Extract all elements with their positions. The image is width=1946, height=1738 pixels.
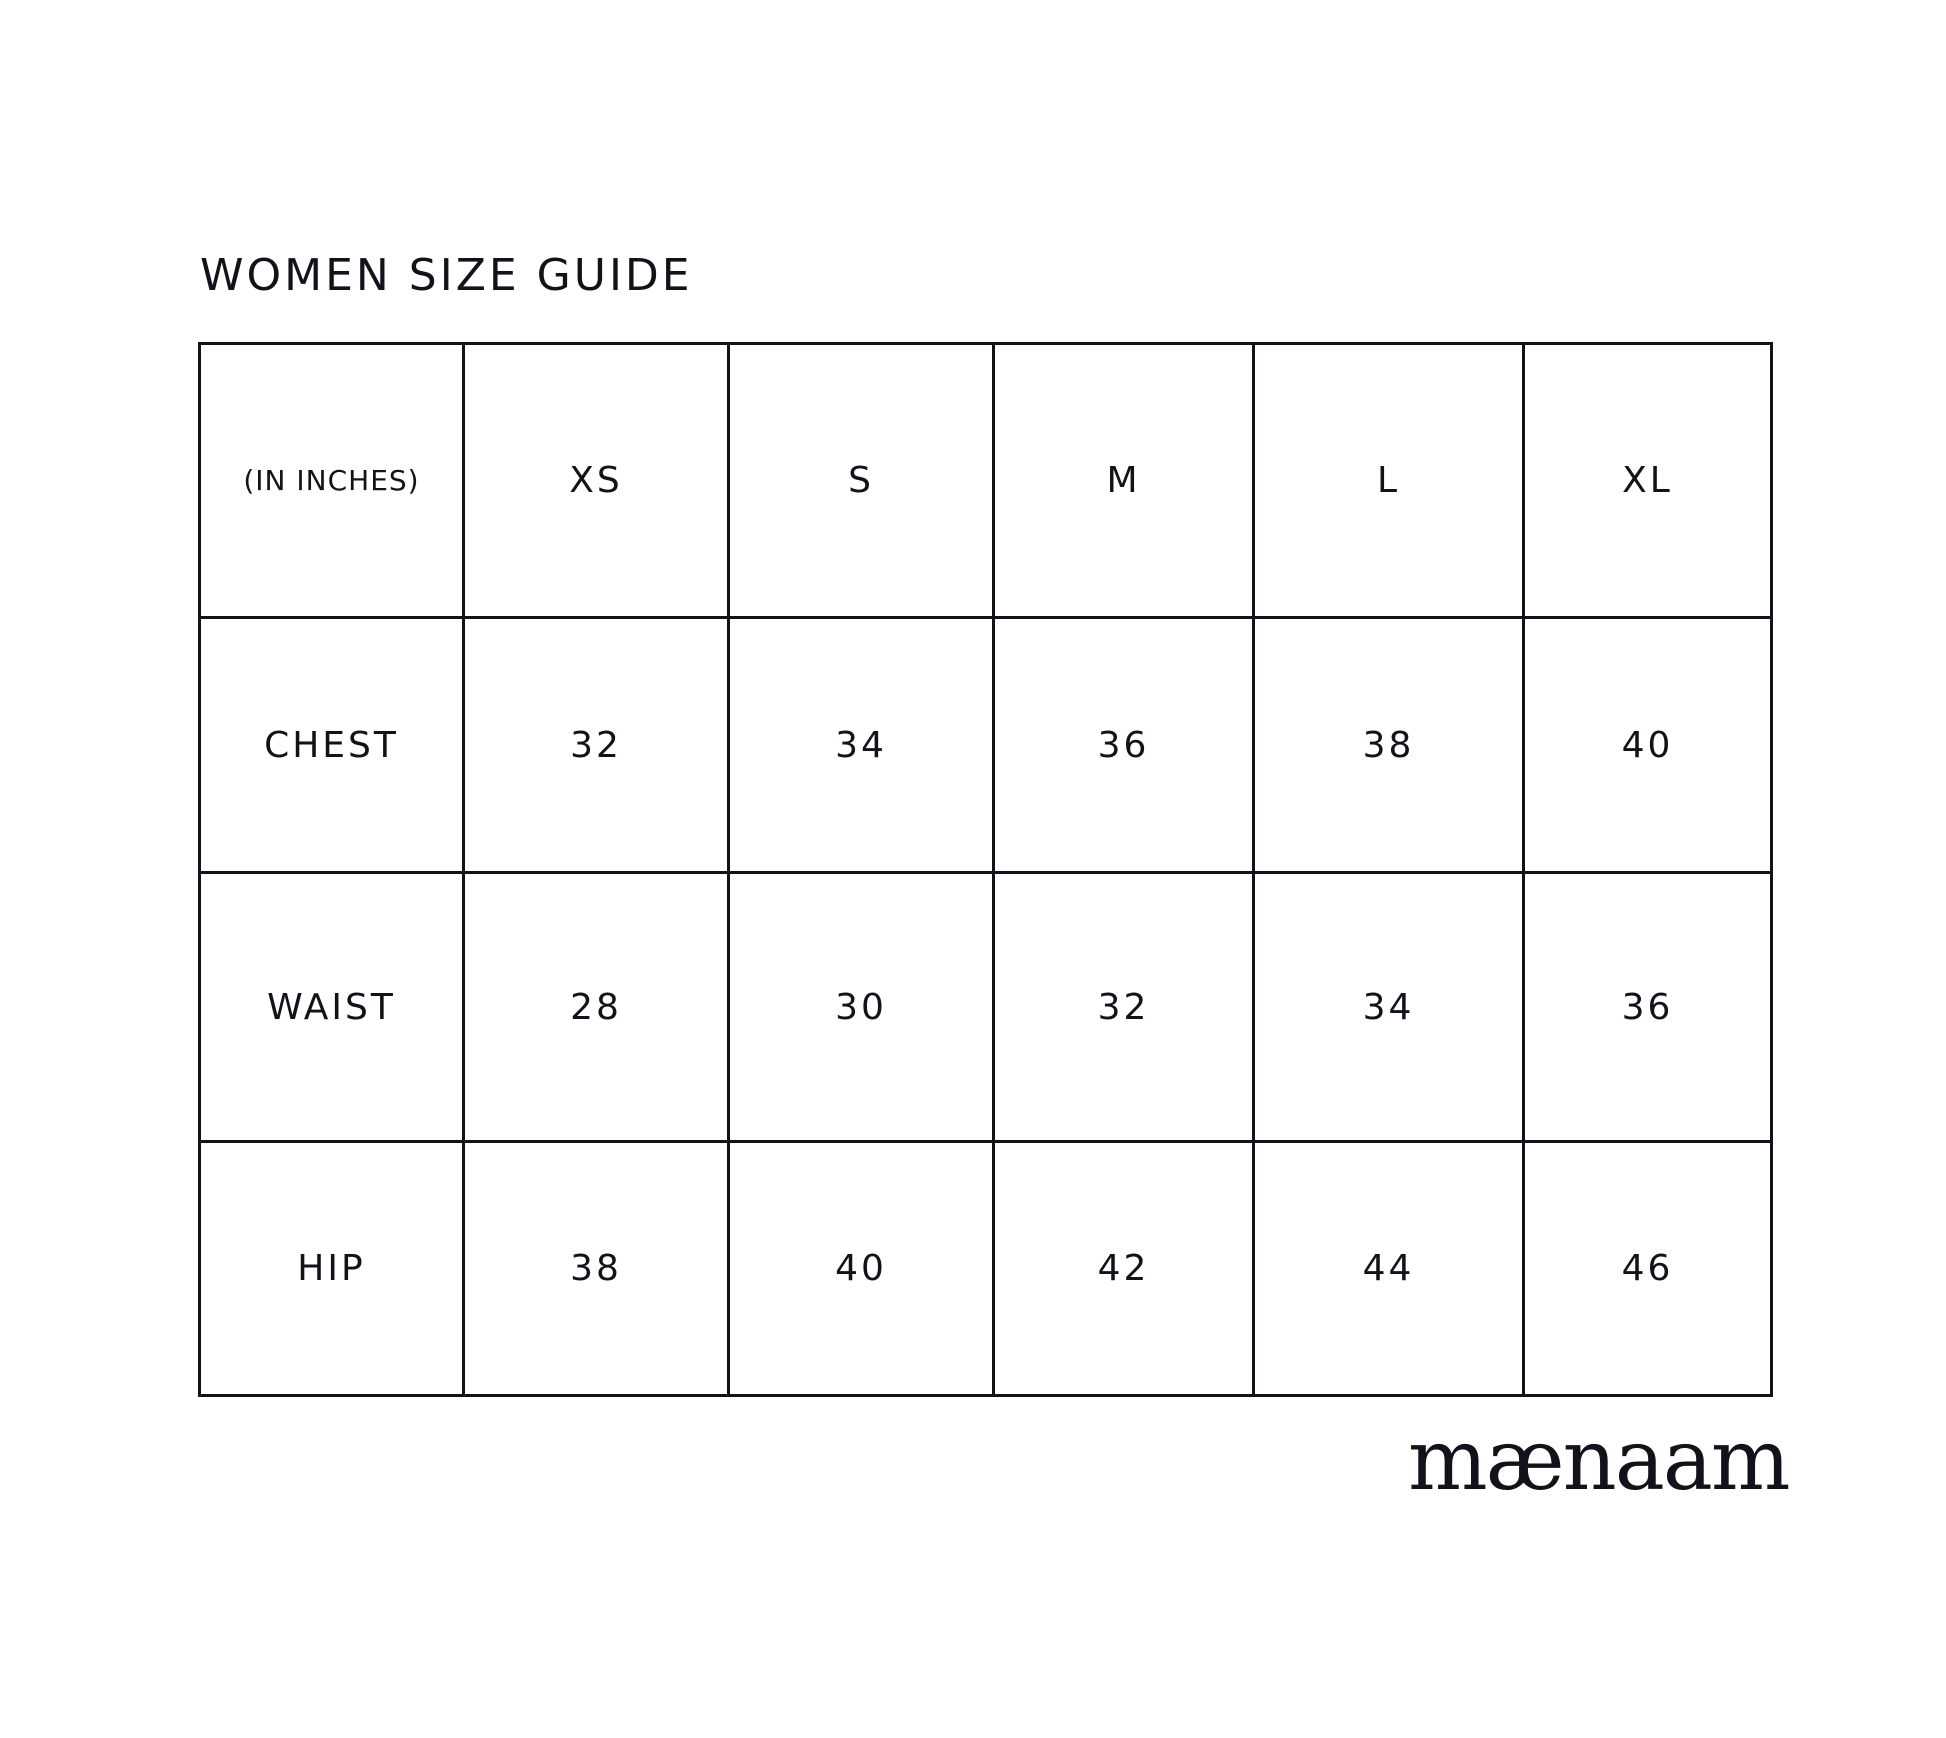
row-label: WAIST — [198, 871, 465, 1143]
table-cell: 38 — [462, 1140, 730, 1397]
table-cell: 42 — [992, 1140, 1255, 1397]
table-cell: 28 — [462, 871, 730, 1143]
size-table: (IN INCHES) XS S M L XL CHEST 32 34 36 3… — [198, 342, 1773, 1397]
row-label: HIP — [198, 1140, 465, 1397]
table-cell: 34 — [727, 616, 995, 874]
table-cell: 32 — [992, 871, 1255, 1143]
table-cell: 36 — [992, 616, 1255, 874]
size-header: XS — [462, 342, 730, 619]
table-cell: 44 — [1252, 1140, 1525, 1397]
table-row: WAIST 28 30 32 34 36 — [198, 871, 1773, 1143]
size-header: L — [1252, 342, 1525, 619]
table-cell: 38 — [1252, 616, 1525, 874]
size-header: XL — [1522, 342, 1773, 619]
table-cell: 30 — [727, 871, 995, 1143]
size-header: M — [992, 342, 1255, 619]
size-header: S — [727, 342, 995, 619]
page-title: WOMEN SIZE GUIDE — [200, 250, 693, 301]
unit-label: (IN INCHES) — [198, 342, 465, 619]
table-cell: 36 — [1522, 871, 1773, 1143]
row-label: CHEST — [198, 616, 465, 874]
table-header-row: (IN INCHES) XS S M L XL — [198, 342, 1773, 619]
table-cell: 46 — [1522, 1140, 1773, 1397]
table-cell: 34 — [1252, 871, 1525, 1143]
table-row: CHEST 32 34 36 38 40 — [198, 616, 1773, 874]
brand-logo: mænaam — [1408, 1411, 1791, 1509]
table-cell: 40 — [1522, 616, 1773, 874]
table-row: HIP 38 40 42 44 46 — [198, 1140, 1773, 1397]
table-cell: 40 — [727, 1140, 995, 1397]
table-cell: 32 — [462, 616, 730, 874]
